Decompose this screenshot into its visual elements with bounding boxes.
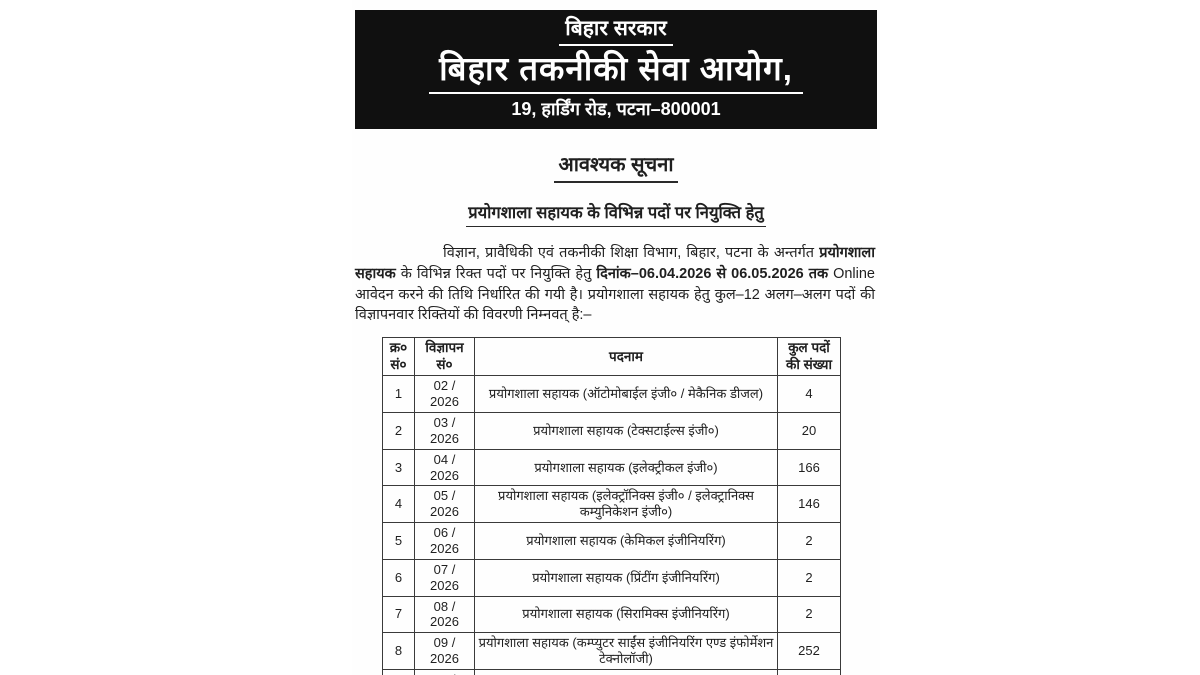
table-row: 9 10 / 2026 प्रयोगशाला सहायक (सिविल इंजी… — [382, 668, 841, 675]
masthead: बिहार सरकार बिहार तकनीकी सेवा आयोग, 19, … — [355, 10, 877, 129]
header-post-name: पदनाम — [474, 337, 778, 377]
cell-advert: 05 / 2026 — [414, 485, 475, 524]
government-name: बिहार सरकार — [559, 17, 673, 47]
notice-subtitle: प्रयोगशाला सहायक के विभिन्न पदों पर नियु… — [466, 200, 766, 227]
cell-advert: 04 / 2026 — [414, 448, 475, 487]
notice-subtitle-wrap: प्रयोगशाला सहायक के विभिन्न पदों पर नियु… — [352, 200, 880, 227]
cell-advert: 10 / 2026 — [414, 668, 475, 675]
vacancy-table: क्र० सं० विज्ञापन सं० पदनाम कुल पदों की … — [382, 337, 841, 675]
notice-title-wrap: आवश्यक सूचना — [352, 150, 880, 183]
cell-count: 166 — [777, 448, 841, 487]
header-serial-no: क्र० सं० — [382, 337, 415, 377]
cell-post: प्रयोगशाला सहायक (इलेक्ट्रॉनिक्स इंजी० /… — [474, 485, 778, 524]
table-row: 4 05 / 2026 प्रयोगशाला सहायक (इलेक्ट्रॉन… — [382, 485, 841, 524]
cell-count: 2 — [777, 595, 841, 634]
cell-post: प्रयोगशाला सहायक (इलेक्ट्रीकल इंजी०) — [474, 448, 778, 487]
cell-serial: 5 — [382, 522, 415, 560]
cell-advert: 03 / 2026 — [414, 411, 475, 450]
cell-post: प्रयोगशाला सहायक (कम्प्युटर साईंस इंजीनि… — [474, 632, 778, 670]
body-text-segment: के विभिन्न रिक्त पदों पर नियुक्ति हेतु — [395, 265, 597, 282]
cell-serial: 8 — [382, 632, 415, 670]
body-paragraph: विज्ञान, प्रावैधिकी एवं तकनीकी शिक्षा वि… — [355, 243, 875, 327]
body-text-date-range: दिनांक–06.04.2026 से 06.05.2026 तक — [596, 265, 829, 282]
commission-name: बिहार तकनीकी सेवा आयोग, — [429, 48, 803, 95]
cell-count: 2 — [777, 558, 841, 597]
cell-serial: 4 — [382, 485, 415, 524]
cell-post: प्रयोगशाला सहायक (सिविल इंजी० / रूरल इंज… — [474, 668, 778, 675]
cell-advert: 02 / 2026 — [414, 375, 475, 413]
cell-post: प्रयोगशाला सहायक (ऑटोमोबाईल इंजी० / मेकै… — [474, 375, 778, 413]
cell-count: 166 — [777, 668, 841, 675]
body-text-post-name: प्रयोगशाला सहायक — [355, 244, 875, 282]
cell-advert: 07 / 2026 — [414, 558, 475, 597]
table-row: 5 06 / 2026 प्रयोगशाला सहायक (केमिकल इंज… — [382, 522, 841, 560]
notice-title: आवश्यक सूचना — [554, 150, 678, 183]
cell-post: प्रयोगशाला सहायक (प्रिंटींग इंजीनियरिंग) — [474, 558, 778, 597]
cell-count: 146 — [777, 485, 841, 524]
table-row: 7 08 / 2026 प्रयोगशाला सहायक (सिरामिक्स … — [382, 595, 841, 634]
cell-serial: 7 — [382, 595, 415, 634]
table-row: 2 03 / 2026 प्रयोगशाला सहायक (टेक्सटाईल्… — [382, 411, 841, 450]
body-text-segment: विज्ञान, प्रावैधिकी एवं तकनीकी शिक्षा वि… — [443, 244, 820, 261]
cell-serial: 1 — [382, 375, 415, 413]
cell-post: प्रयोगशाला सहायक (टेक्सटाईल्स इंजी०) — [474, 411, 778, 450]
cell-post: प्रयोगशाला सहायक (सिरामिक्स इंजीनियरिंग) — [474, 595, 778, 634]
body-text-segment: Online आवेदन करने की तिथि निर्धारित की ग… — [355, 265, 876, 324]
cell-advert: 09 / 2026 — [414, 632, 475, 670]
cell-serial: 9 — [382, 668, 415, 675]
table-row: 1 02 / 2026 प्रयोगशाला सहायक (ऑटोमोबाईल … — [382, 375, 841, 413]
header-total-posts: कुल पदों की संख्या — [777, 337, 841, 377]
cell-serial: 2 — [382, 411, 415, 450]
table-row: 3 04 / 2026 प्रयोगशाला सहायक (इलेक्ट्रीक… — [382, 448, 841, 487]
table-row: 6 07 / 2026 प्रयोगशाला सहायक (प्रिंटींग … — [382, 558, 841, 597]
cell-post: प्रयोगशाला सहायक (केमिकल इंजीनियरिंग) — [474, 522, 778, 560]
cell-advert: 06 / 2026 — [414, 522, 475, 560]
cell-serial: 6 — [382, 558, 415, 597]
cell-count: 4 — [777, 375, 841, 413]
table-header-row: क्र० सं० विज्ञापन सं० पदनाम कुल पदों की … — [382, 337, 841, 377]
cell-serial: 3 — [382, 448, 415, 487]
commission-address: 19, हार्डिंग रोड, पटना–800001 — [511, 99, 721, 120]
cell-advert: 08 / 2026 — [414, 595, 475, 634]
scanned-notice-page: बिहार सरकार बिहार तकनीकी सेवा आयोग, 19, … — [352, 0, 880, 675]
cell-count: 2 — [777, 522, 841, 560]
header-advert-no: विज्ञापन सं० — [414, 337, 475, 377]
table-row: 8 09 / 2026 प्रयोगशाला सहायक (कम्प्युटर … — [382, 632, 841, 670]
cell-count: 252 — [777, 632, 841, 670]
cell-count: 20 — [777, 411, 841, 450]
